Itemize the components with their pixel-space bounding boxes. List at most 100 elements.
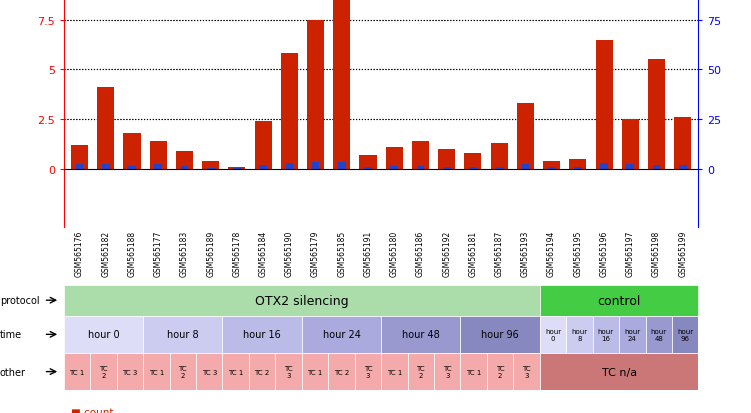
Bar	[98, 88, 114, 169]
Bar	[64, 316, 143, 353]
Bar	[648, 60, 665, 169]
Bar	[328, 353, 354, 390]
Bar	[487, 353, 514, 390]
Text: hour
48: hour 48	[650, 328, 667, 341]
Bar	[438, 150, 455, 169]
Bar	[574, 168, 581, 169]
Text: TC
2: TC 2	[496, 365, 505, 378]
Bar	[417, 167, 424, 169]
Text: hour
24: hour 24	[624, 328, 641, 341]
Bar	[285, 164, 293, 169]
Bar	[626, 164, 634, 169]
Bar	[143, 316, 222, 353]
Bar	[116, 353, 143, 390]
Bar	[521, 164, 529, 169]
Bar	[364, 168, 372, 169]
Bar	[249, 353, 276, 390]
Bar	[71, 145, 88, 169]
Bar	[338, 163, 345, 169]
Text: hour
16: hour 16	[598, 328, 614, 341]
Bar	[307, 21, 324, 169]
Text: TC 3: TC 3	[122, 369, 137, 375]
Bar	[64, 285, 540, 316]
Bar	[547, 168, 556, 169]
Bar	[102, 164, 110, 169]
Bar	[540, 353, 698, 390]
Bar	[181, 167, 189, 169]
Bar	[540, 285, 698, 316]
Bar	[170, 353, 196, 390]
Text: TC 1: TC 1	[228, 369, 243, 375]
Text: TC n/a: TC n/a	[602, 367, 637, 377]
Text: TC 1: TC 1	[387, 369, 402, 375]
Bar	[653, 165, 660, 169]
Bar	[569, 159, 587, 169]
Text: TC
3: TC 3	[285, 365, 293, 378]
Bar	[593, 316, 619, 353]
Text: TC
3: TC 3	[363, 365, 372, 378]
Bar	[276, 353, 302, 390]
Text: TC
3: TC 3	[443, 365, 451, 378]
Bar	[543, 161, 560, 169]
Bar	[460, 353, 487, 390]
Bar	[434, 353, 460, 390]
Text: TC 3: TC 3	[201, 369, 217, 375]
Text: TC 2: TC 2	[255, 369, 270, 375]
Text: TC 1: TC 1	[466, 369, 481, 375]
Bar	[674, 118, 691, 169]
Text: other: other	[0, 367, 26, 377]
Bar	[302, 316, 382, 353]
Text: protocol: protocol	[0, 295, 40, 306]
Bar	[149, 142, 167, 169]
Bar	[381, 353, 408, 390]
Bar	[496, 167, 503, 169]
Bar	[619, 316, 646, 353]
Bar	[222, 316, 302, 353]
Bar	[469, 168, 477, 169]
Text: hour 0: hour 0	[88, 330, 119, 339]
Bar	[202, 161, 219, 169]
Bar	[386, 147, 403, 169]
Bar	[302, 353, 328, 390]
Text: OTX2 silencing: OTX2 silencing	[255, 294, 348, 307]
Text: hour 8: hour 8	[167, 330, 198, 339]
Bar	[176, 152, 193, 169]
Bar	[443, 167, 451, 169]
Bar	[464, 154, 481, 169]
Bar	[600, 164, 608, 169]
Bar	[381, 316, 460, 353]
Bar	[517, 104, 534, 169]
Bar	[514, 353, 540, 390]
Bar	[312, 163, 319, 169]
Text: control: control	[597, 294, 641, 307]
Bar	[360, 155, 376, 169]
Bar	[596, 40, 613, 169]
Bar	[155, 164, 162, 169]
Bar	[64, 353, 90, 390]
Bar	[333, 0, 350, 169]
Bar	[76, 164, 83, 169]
Bar	[90, 353, 116, 390]
Text: TC
2: TC 2	[179, 365, 187, 378]
Bar	[540, 316, 566, 353]
Bar	[412, 142, 429, 169]
Bar	[391, 167, 398, 169]
Bar	[123, 134, 140, 169]
Text: TC 2: TC 2	[334, 369, 349, 375]
Text: TC
3: TC 3	[522, 365, 531, 378]
Bar	[622, 120, 639, 169]
Bar	[679, 165, 686, 169]
Bar	[128, 166, 136, 169]
Text: hour 24: hour 24	[322, 330, 360, 339]
Text: TC 1: TC 1	[69, 369, 85, 375]
Text: hour 16: hour 16	[243, 330, 281, 339]
Text: TC 1: TC 1	[149, 369, 164, 375]
Text: hour 48: hour 48	[402, 330, 439, 339]
Bar	[460, 316, 540, 353]
Bar	[228, 167, 246, 169]
Bar	[408, 353, 434, 390]
Bar	[143, 353, 170, 390]
Text: time: time	[0, 330, 22, 339]
Bar	[354, 353, 381, 390]
Text: hour
8: hour 8	[572, 328, 587, 341]
